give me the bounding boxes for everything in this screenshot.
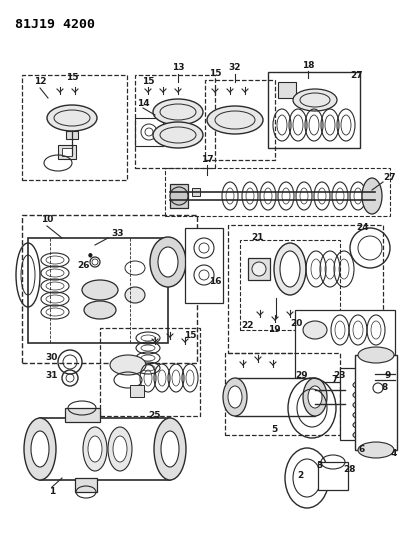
- Ellipse shape: [222, 378, 246, 416]
- Bar: [22, 75, 127, 180]
- Circle shape: [252, 262, 265, 276]
- Bar: [294, 310, 394, 382]
- Ellipse shape: [279, 251, 299, 287]
- Bar: [58, 145, 76, 159]
- Text: 13: 13: [171, 63, 184, 72]
- Bar: [135, 118, 162, 146]
- Text: 6: 6: [358, 446, 364, 455]
- Text: 19: 19: [267, 326, 279, 335]
- Text: 15: 15: [66, 74, 78, 83]
- Ellipse shape: [153, 122, 202, 148]
- Bar: [247, 258, 269, 280]
- Bar: [40, 418, 170, 480]
- Bar: [192, 188, 200, 196]
- Ellipse shape: [302, 321, 326, 339]
- Ellipse shape: [161, 431, 179, 467]
- Text: 9: 9: [384, 370, 390, 379]
- Bar: [170, 184, 188, 208]
- Ellipse shape: [24, 418, 56, 480]
- Bar: [22, 215, 196, 363]
- Circle shape: [170, 187, 188, 205]
- Bar: [239, 240, 339, 330]
- Bar: [205, 80, 274, 160]
- Bar: [234, 378, 314, 416]
- Ellipse shape: [302, 378, 326, 416]
- Bar: [65, 408, 100, 422]
- Bar: [317, 462, 347, 490]
- Bar: [224, 353, 339, 435]
- Text: 1: 1: [49, 488, 55, 497]
- Bar: [339, 368, 394, 440]
- Text: 2: 2: [296, 471, 303, 480]
- Ellipse shape: [47, 105, 97, 131]
- Text: 28: 28: [343, 465, 355, 474]
- Text: ●: ●: [87, 253, 92, 257]
- Ellipse shape: [292, 89, 336, 111]
- Bar: [100, 328, 200, 416]
- Text: 29: 29: [295, 370, 307, 379]
- Text: 27: 27: [350, 70, 362, 79]
- Text: 15: 15: [183, 330, 196, 340]
- Text: 25: 25: [148, 410, 161, 419]
- Ellipse shape: [207, 106, 262, 134]
- Text: 18: 18: [301, 61, 313, 69]
- Text: 22: 22: [241, 320, 254, 329]
- Ellipse shape: [110, 355, 146, 375]
- Ellipse shape: [307, 386, 321, 408]
- Ellipse shape: [361, 178, 381, 214]
- Text: 26: 26: [78, 261, 90, 270]
- Bar: [267, 72, 359, 148]
- Ellipse shape: [357, 442, 393, 458]
- Bar: [66, 131, 78, 139]
- Ellipse shape: [158, 247, 177, 277]
- Text: 5: 5: [270, 425, 277, 434]
- Text: 7: 7: [331, 376, 337, 384]
- Text: 4: 4: [390, 448, 396, 457]
- Ellipse shape: [228, 386, 241, 408]
- Ellipse shape: [153, 99, 202, 125]
- Bar: [185, 228, 222, 303]
- Bar: [164, 168, 389, 216]
- Bar: [75, 478, 97, 492]
- Bar: [62, 148, 72, 156]
- Text: 31: 31: [46, 370, 58, 379]
- Text: 32: 32: [228, 63, 241, 72]
- Bar: [130, 385, 144, 397]
- Text: 27: 27: [383, 174, 395, 182]
- Text: 81J19 4200: 81J19 4200: [15, 18, 95, 31]
- Text: 23: 23: [333, 370, 345, 379]
- Bar: [28, 238, 168, 343]
- Text: 17: 17: [200, 156, 213, 165]
- Ellipse shape: [273, 243, 305, 295]
- Text: 3: 3: [316, 461, 322, 470]
- Ellipse shape: [31, 431, 49, 467]
- Text: 16: 16: [208, 278, 221, 287]
- Text: 15: 15: [208, 69, 221, 77]
- Text: 24: 24: [356, 223, 369, 232]
- Text: 8: 8: [381, 384, 387, 392]
- Ellipse shape: [149, 237, 185, 287]
- Text: 33: 33: [111, 229, 124, 238]
- Text: 15: 15: [141, 77, 154, 86]
- Ellipse shape: [357, 347, 393, 363]
- Ellipse shape: [153, 418, 185, 480]
- Bar: [228, 225, 382, 353]
- Ellipse shape: [82, 280, 118, 300]
- Ellipse shape: [125, 287, 145, 303]
- Text: 20: 20: [289, 319, 301, 327]
- Bar: [354, 355, 396, 450]
- Text: 21: 21: [251, 233, 264, 243]
- Ellipse shape: [108, 427, 132, 471]
- Ellipse shape: [84, 301, 116, 319]
- Bar: [277, 82, 295, 98]
- Text: 14: 14: [136, 99, 149, 108]
- Bar: [135, 75, 215, 168]
- Ellipse shape: [113, 436, 127, 462]
- Ellipse shape: [83, 427, 107, 471]
- Text: 10: 10: [41, 215, 53, 224]
- Text: 12: 12: [34, 77, 46, 86]
- Text: 30: 30: [46, 353, 58, 362]
- Ellipse shape: [88, 436, 102, 462]
